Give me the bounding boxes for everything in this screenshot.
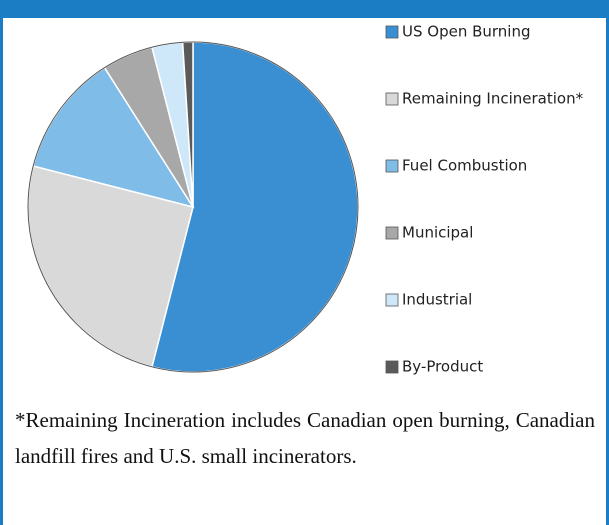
legend-label: US Open Burning (402, 23, 531, 41)
chart: US Open Burning Remaining Incineration* Fu… (27, 23, 584, 376)
footnote: *Remaining Incineration includes Canadia… (15, 408, 595, 468)
legend-swatch (385, 360, 399, 374)
legend-label: Fuel Combustion (402, 157, 527, 175)
legend-label: Remaining Incineration* (402, 90, 584, 108)
banner (3, 0, 606, 18)
legend-label: Industrial (402, 291, 472, 309)
legend-label: Municipal (402, 224, 473, 242)
legend-swatch (385, 226, 399, 240)
legend-swatch (385, 159, 399, 173)
legend-swatch (385, 92, 399, 106)
legend-label: By-Product (402, 358, 483, 376)
legend-swatch (385, 25, 399, 39)
legend-swatch (385, 293, 399, 307)
pie-outline (27, 41, 359, 373)
